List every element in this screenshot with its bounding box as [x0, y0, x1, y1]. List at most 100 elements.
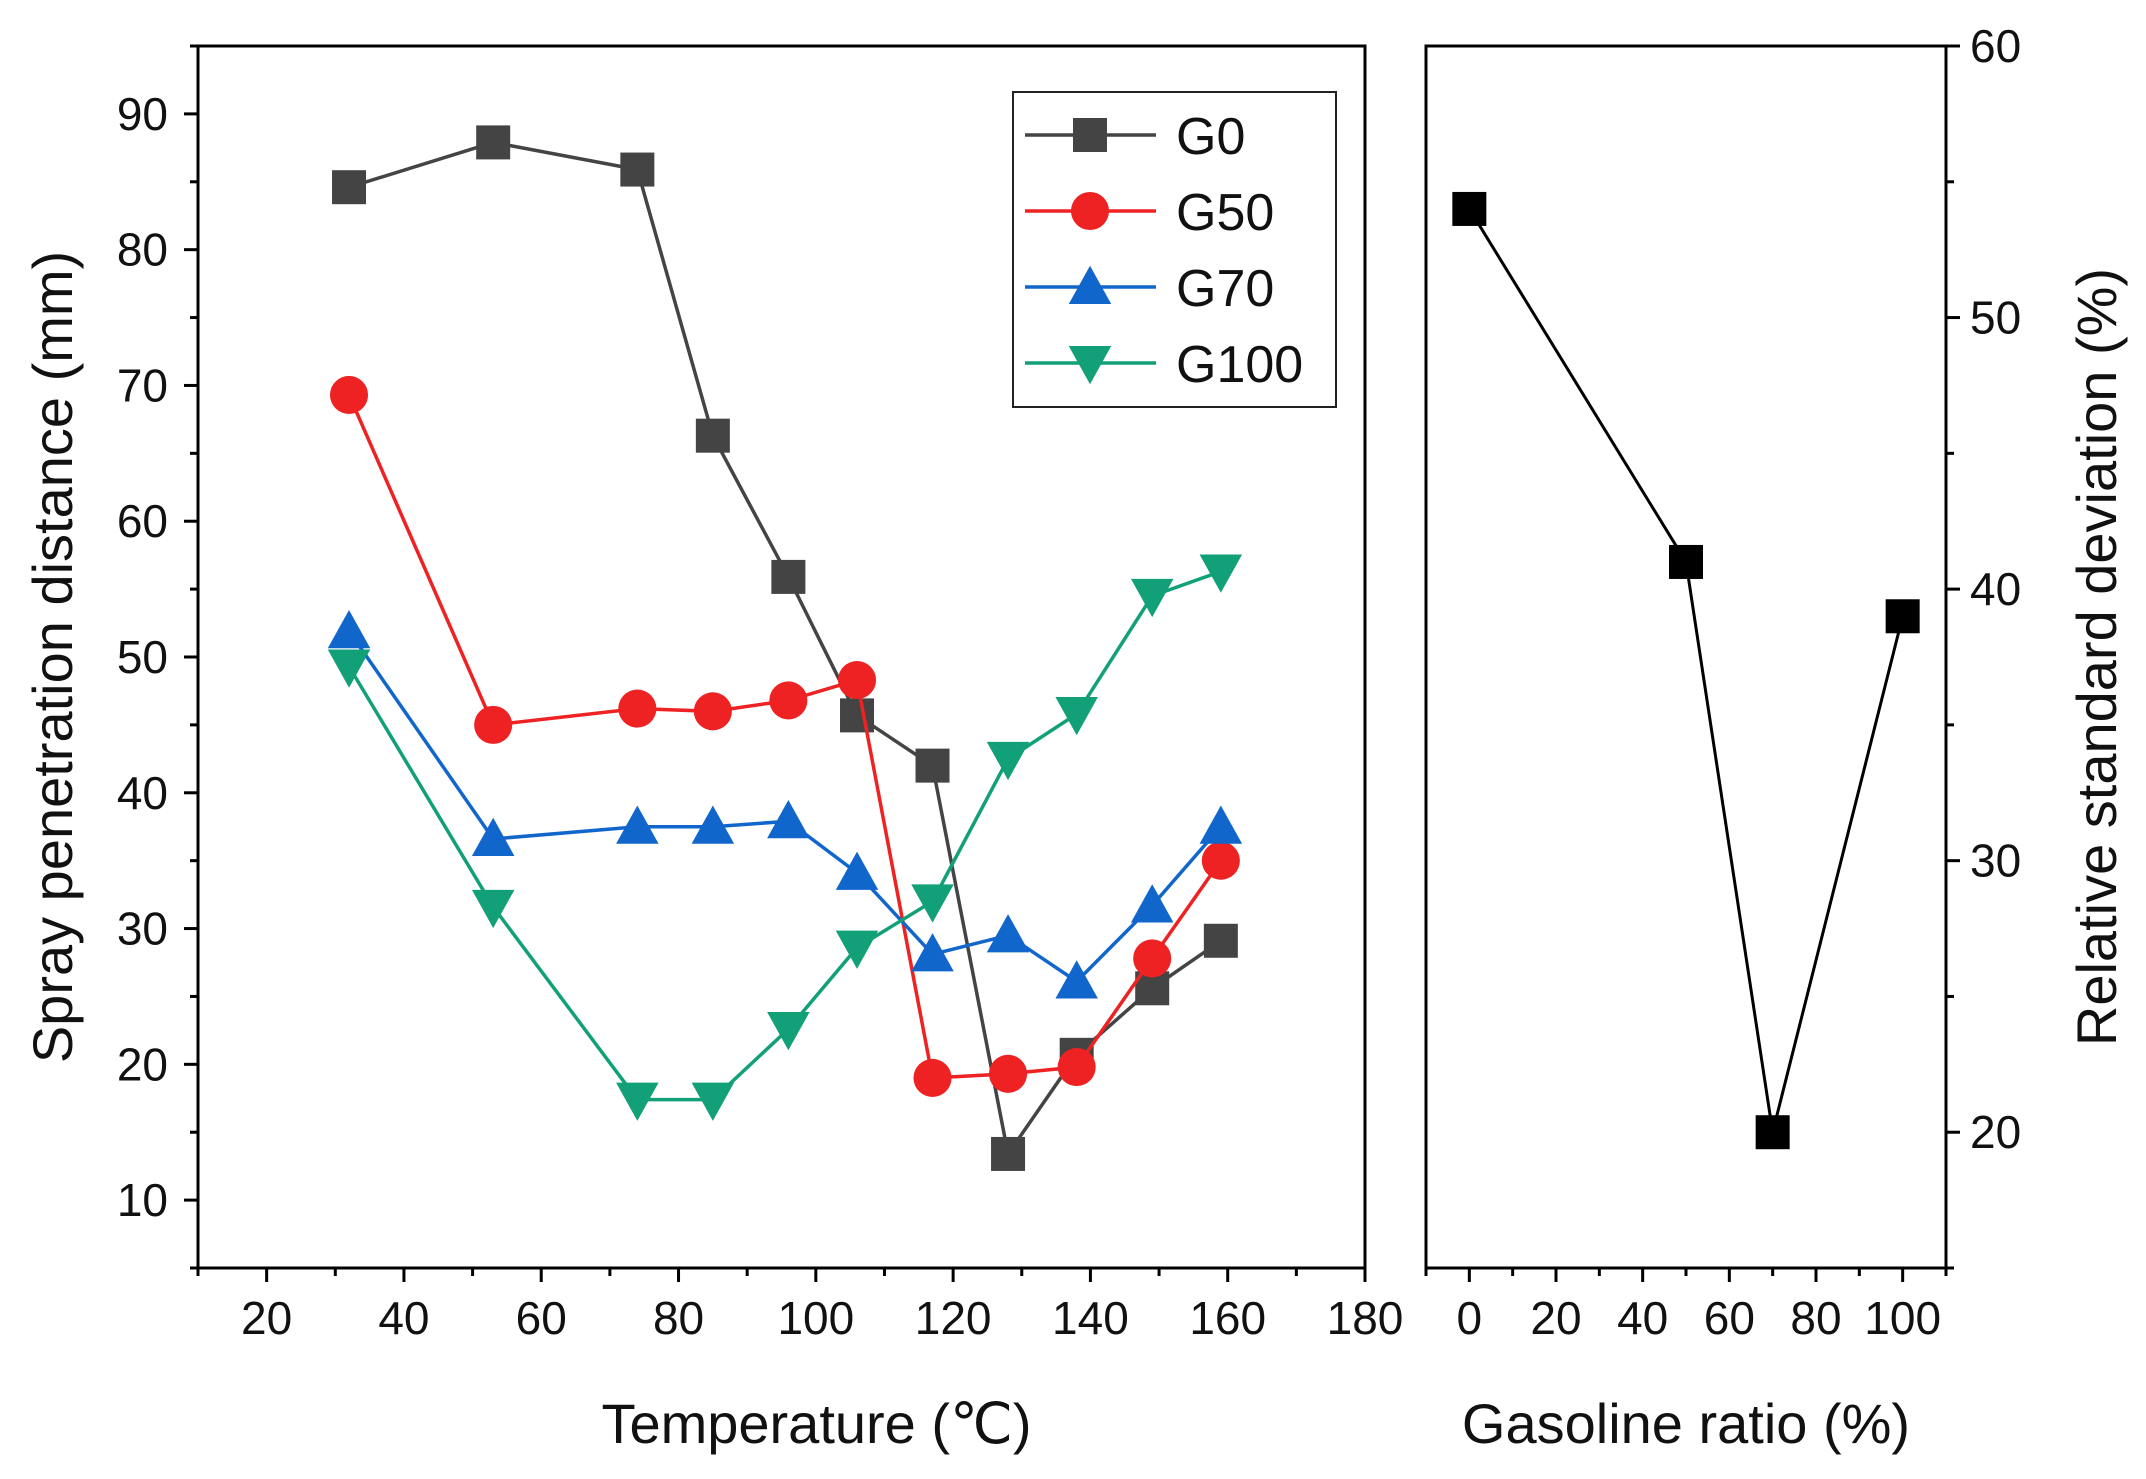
- left-y-axis-title: Spray penetration distance (mm): [21, 251, 84, 1063]
- data-point-g0: [332, 170, 367, 205]
- data-point-g100: [1130, 578, 1174, 618]
- data-point-g50: [329, 375, 369, 414]
- data-point-rsd: [1755, 1115, 1790, 1150]
- x-tick-label: 20: [241, 1292, 292, 1344]
- x-tick-label: 40: [1617, 1292, 1668, 1344]
- x-tick-label: 140: [1052, 1292, 1129, 1344]
- legend-label-g70: G70: [1176, 260, 1274, 318]
- x-tick-label: 80: [653, 1292, 704, 1344]
- data-point-g100: [1199, 554, 1243, 593]
- data-point-g50: [769, 681, 808, 720]
- y-tick-label: 30: [117, 903, 168, 955]
- x-tick-label: 120: [915, 1292, 992, 1344]
- data-point-g0: [1203, 923, 1238, 958]
- data-point-g50: [618, 689, 657, 728]
- data-point-g100: [911, 884, 954, 923]
- data-point-g70: [471, 817, 515, 856]
- data-point-g50: [988, 1054, 1028, 1093]
- x-tick-label: 100: [1864, 1292, 1941, 1344]
- data-point-g0: [695, 418, 730, 453]
- data-point-g70: [835, 851, 879, 890]
- data-point-g100: [471, 889, 515, 929]
- legend-marker-g0: [1073, 118, 1107, 152]
- x-tick-label: 180: [1327, 1292, 1404, 1344]
- data-point-g100: [835, 930, 879, 969]
- x-tick-label: 40: [378, 1292, 429, 1344]
- x-tick-label: 100: [777, 1292, 854, 1344]
- legend: G0 G50 G70 G100: [1012, 91, 1337, 408]
- data-point-rsd: [1885, 599, 1920, 634]
- right-plot-frame: [1424, 44, 1948, 1270]
- left-y-axis: 10 20 30 40 50 60 70 80 90: [117, 44, 198, 1270]
- data-point-g70: [1130, 884, 1174, 923]
- series-line-rsd: [1468, 208, 1905, 1133]
- data-point-g0: [620, 152, 655, 187]
- y-tick-label: 10: [117, 1174, 168, 1226]
- data-point-g100: [767, 1012, 810, 1051]
- right-y-axis-title: Relative standard deviation (%): [2065, 268, 2128, 1046]
- data-point-g0: [771, 559, 806, 594]
- right-x-axis-title: Gasoline ratio (%): [1462, 1392, 1910, 1455]
- y-tick-label: 20: [117, 1038, 168, 1090]
- data-point-g70: [616, 805, 659, 844]
- y-tick-label: 60: [1970, 20, 2021, 72]
- data-point-rsd: [1669, 544, 1703, 579]
- data-point-g0: [991, 1136, 1026, 1171]
- data-point-g0: [915, 748, 950, 783]
- y-tick-label: 50: [117, 631, 168, 683]
- data-point-g70: [1199, 805, 1243, 844]
- legend-box: [1012, 91, 1337, 408]
- legend-label-g100: G100: [1176, 336, 1303, 394]
- legend-label-g50: G50: [1176, 184, 1274, 242]
- right-chart-panel: 0 20 40 60 80 100 20 30 40 50 60 Gasoline ratio (…: [1424, 20, 2128, 1455]
- x-tick-label: 80: [1790, 1292, 1841, 1344]
- y-tick-label: 80: [117, 224, 168, 276]
- data-point-g50: [1057, 1048, 1096, 1087]
- data-point-g50: [474, 705, 513, 744]
- data-point-g70: [986, 914, 1030, 953]
- left-x-axis: 20 40 60 80 100 120 140 160 180: [196, 1268, 1404, 1344]
- x-tick-label: 0: [1457, 1292, 1483, 1344]
- data-point-g50: [1201, 841, 1240, 880]
- right-y-axis: 20 30 40 50 60: [1946, 20, 2021, 1270]
- data-point-g70: [911, 933, 954, 972]
- data-point-g50: [913, 1058, 952, 1097]
- data-point-g70: [767, 800, 810, 839]
- y-tick-label: 50: [1970, 292, 2021, 344]
- y-tick-label: 40: [117, 767, 168, 819]
- legend-marker-g70: [1068, 265, 1112, 304]
- data-point-g100: [691, 1082, 735, 1121]
- data-point-g70: [691, 805, 735, 844]
- x-tick-label: 20: [1530, 1292, 1581, 1344]
- data-point-g50: [837, 661, 877, 700]
- x-tick-label: 160: [1189, 1292, 1266, 1344]
- data-point-g70: [1055, 960, 1098, 999]
- right-series-group: [1452, 191, 1920, 1150]
- data-point-g50: [1133, 939, 1172, 978]
- data-point-g100: [1055, 697, 1098, 736]
- left-series-group: [327, 125, 1243, 1171]
- x-tick-label: 60: [1704, 1292, 1755, 1344]
- y-tick-label: 90: [117, 88, 168, 140]
- right-x-axis: 0 20 40 60 80 100: [1424, 1268, 1948, 1344]
- y-tick-label: 40: [1970, 563, 2021, 615]
- data-point-g100: [616, 1082, 659, 1121]
- legend-marker-g100: [1068, 346, 1112, 385]
- y-tick-label: 70: [117, 359, 168, 411]
- legend-label-g0: G0: [1176, 108, 1245, 166]
- legend-marker-g50: [1070, 191, 1110, 231]
- data-point-g70: [327, 609, 371, 649]
- left-chart-panel: 20 40 60 80 100 120 140 160 180 10 20 30 40 50 60 70 80…: [21, 44, 1404, 1455]
- left-x-axis-title: Temperature (℃): [601, 1392, 1031, 1455]
- y-tick-label: 20: [1970, 1106, 2021, 1158]
- data-point-g0: [840, 698, 875, 733]
- data-point-g50: [693, 692, 732, 731]
- x-tick-label: 60: [516, 1292, 567, 1344]
- data-point-g100: [986, 741, 1030, 781]
- data-point-rsd: [1452, 191, 1487, 226]
- data-point-g100: [327, 649, 371, 688]
- data-point-g0: [476, 125, 511, 160]
- y-tick-label: 60: [117, 495, 168, 547]
- y-tick-label: 30: [1970, 835, 2021, 887]
